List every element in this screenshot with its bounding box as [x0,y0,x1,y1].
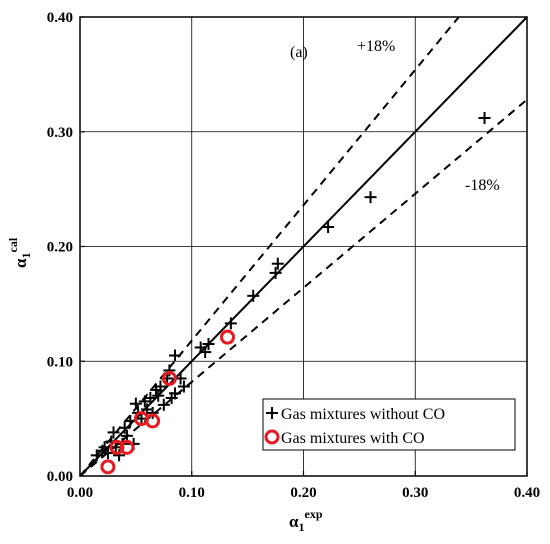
circle-marker [145,413,161,429]
plus-marker [152,389,165,402]
plus-marker [157,398,170,411]
plus-marker [135,412,148,425]
upper-bound-label: +18% [357,38,395,55]
plus-marker [271,257,284,270]
panel-label: (a) [290,44,308,61]
tick-marks [79,16,528,477]
y-tick-label: 0.40 [47,10,73,26]
plus-marker [322,220,335,233]
legend-label-with-co: Gas mixtures with CO [281,430,425,447]
legend: Gas mixtures without CO Gas mixtures wit… [262,398,516,451]
circle-marker [109,439,125,455]
plus-marker [101,447,114,460]
parity-line [79,16,528,477]
plus-marker [129,397,142,410]
x-tick-labels: 0.00 0.10 0.20 0.30 0.40 [67,485,540,501]
circle-marker [161,370,177,386]
plus-marker [124,414,137,427]
x-axis-subscript: 1 [299,520,305,534]
plus-marker [144,391,157,404]
svg-text:α1cal: α1cal [6,237,33,268]
deviation-line [79,16,460,477]
x-axis-title: α1exp [289,507,323,534]
plus-marker [177,380,190,393]
circle-marker [220,329,236,345]
legend-box [262,398,516,451]
plus-marker [168,387,181,400]
legend-label-without-co: Gas mixtures without CO [281,406,445,423]
circle-marker [119,439,135,455]
x-axis-superscript: exp [305,507,323,521]
plus-marker [107,426,120,439]
plus-marker [364,191,377,204]
x-axis-symbol: α [289,512,299,531]
circle-marker [100,459,116,475]
plus-marker [154,380,167,393]
y-axis-subscript: 1 [19,253,33,259]
lower-bound-label: -18% [465,177,500,194]
x-tick-label: 0.20 [290,485,316,501]
reference-lines [79,16,528,477]
plus-marker [163,364,176,377]
x-tick-label: 0.00 [67,485,93,501]
legend-circle-marker [264,429,280,445]
svg-text:α1exp: α1exp [289,507,323,534]
y-axis-title: α1cal [6,237,33,268]
data-markers [90,111,491,475]
x-tick-label: 0.30 [402,485,428,501]
plus-marker [118,421,131,434]
plus-marker [224,317,237,330]
y-axis-superscript: cal [6,237,20,252]
plus-marker [199,346,212,359]
y-tick-label: 0.30 [47,125,73,141]
x-tick-label: 0.40 [514,485,540,501]
y-tick-label: 0.00 [47,469,73,485]
y-tick-labels: 0.00 0.10 0.20 0.30 0.40 [47,10,73,485]
legend-plus-marker [266,407,278,419]
x-tick-label: 0.10 [179,485,205,501]
plus-marker [146,406,159,419]
plus-marker [202,338,215,351]
plus-marker [478,111,491,124]
plus-marker [269,266,282,279]
plus-marker [168,349,181,362]
y-axis-symbol: α [11,258,30,268]
plus-marker [247,289,260,302]
y-tick-label: 0.20 [47,240,73,256]
y-tick-label: 0.10 [47,354,73,370]
